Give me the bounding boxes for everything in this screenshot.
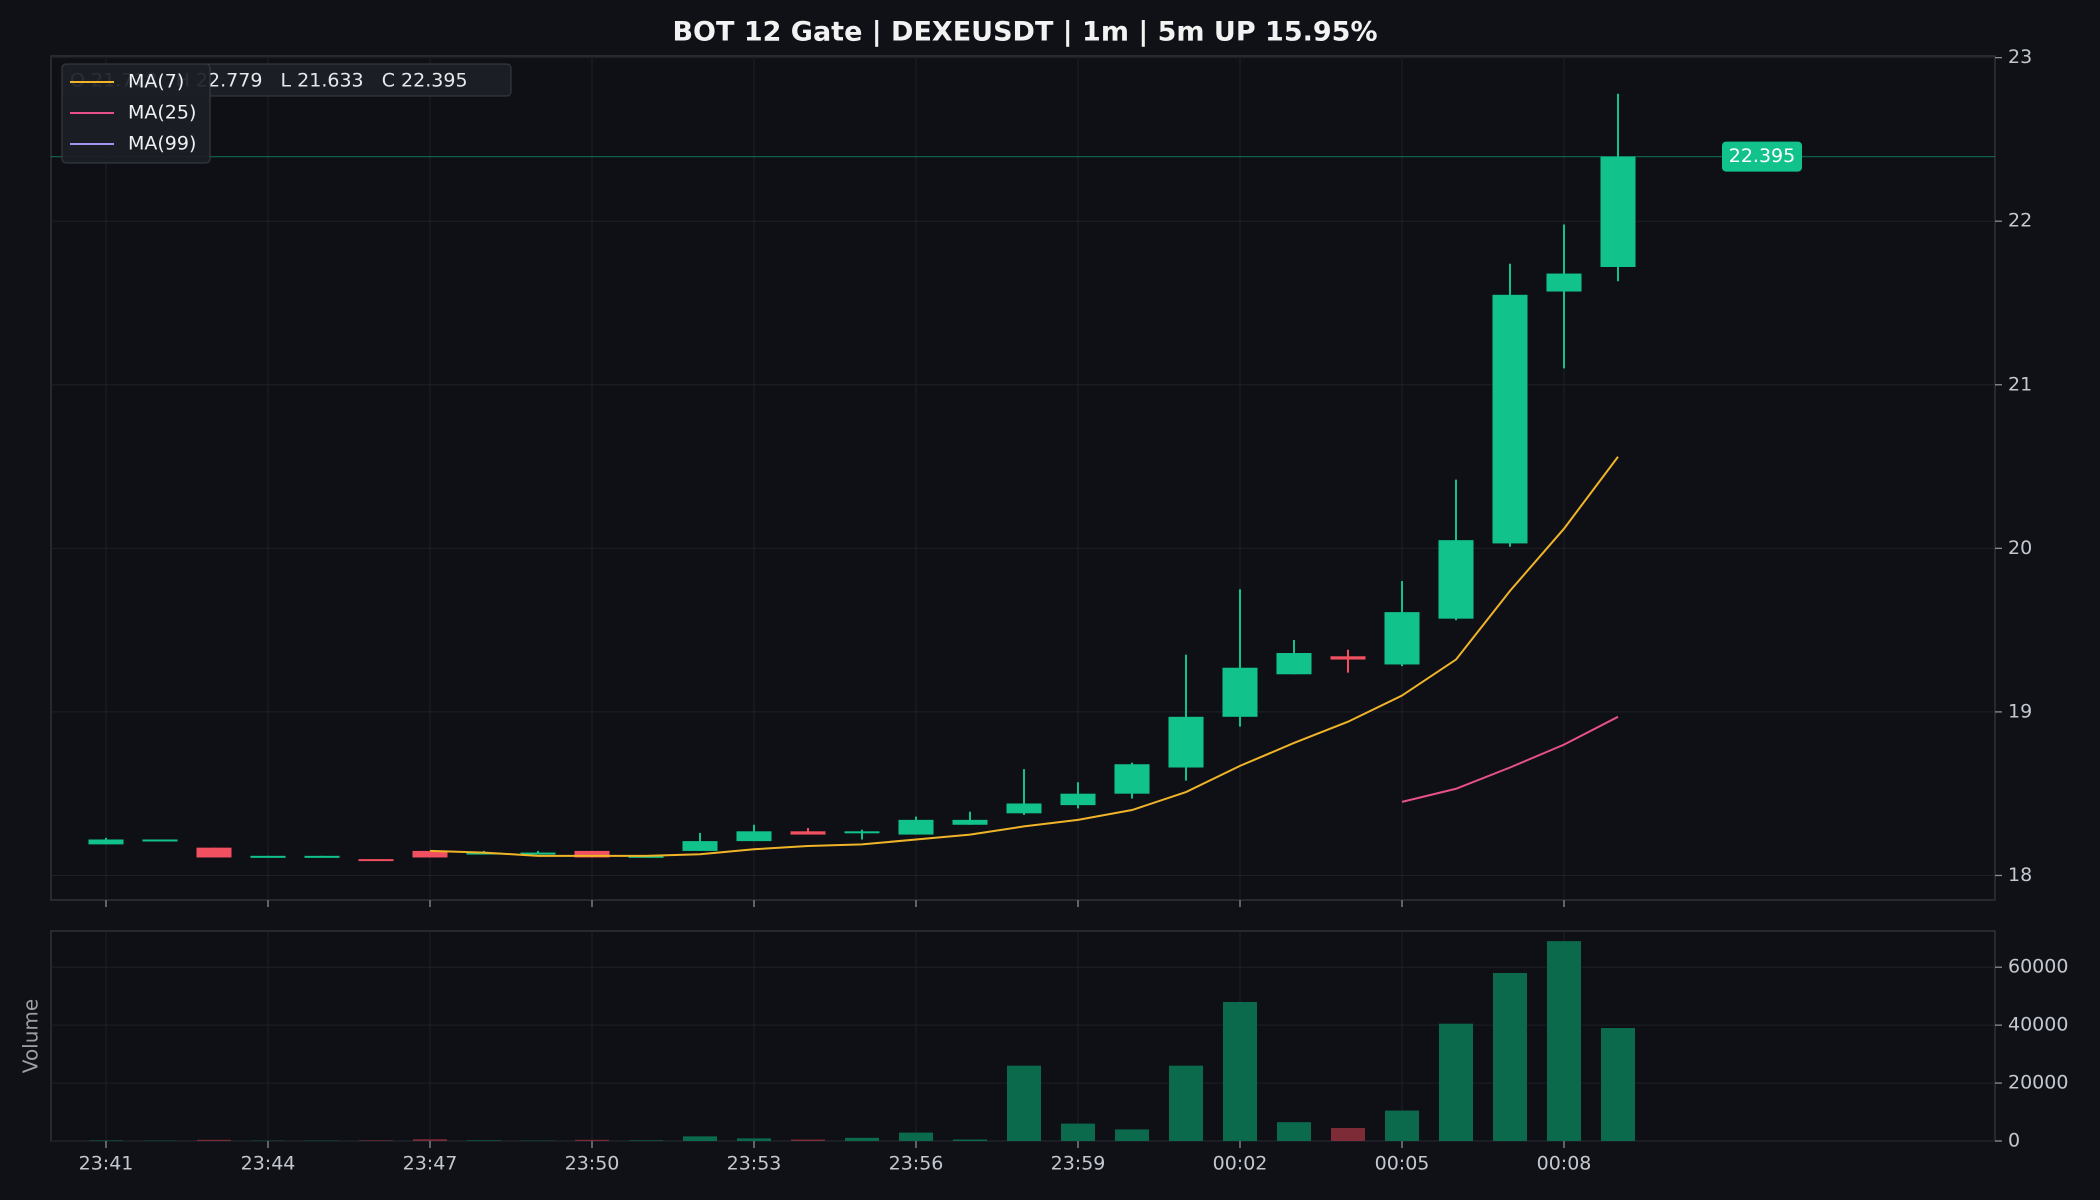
y-tick-label: 22 [2008, 210, 2032, 232]
candle-body [1114, 764, 1150, 794]
volume-tick-label: 60000 [2008, 956, 2068, 978]
volume-bar [737, 1138, 771, 1141]
volume-bar [1601, 1028, 1635, 1141]
volume-bar [1547, 941, 1581, 1141]
candle-body [898, 819, 934, 835]
volume-bar [683, 1136, 717, 1141]
candle-body [142, 839, 178, 842]
candle-body [1438, 540, 1474, 619]
x-tick-label: 23:59 [1051, 1153, 1106, 1175]
candle-body [844, 831, 880, 834]
volume-bar [1439, 1023, 1473, 1141]
candle-body [1492, 294, 1528, 544]
candle-body [358, 859, 394, 862]
legend-label: MA(99) [128, 133, 196, 155]
volume-bar [845, 1137, 879, 1141]
x-tick-label: 23:53 [727, 1153, 782, 1175]
candle-body [1600, 156, 1636, 267]
candle-body [1222, 667, 1258, 717]
volume-bar [953, 1139, 987, 1141]
volume-bar [359, 1140, 393, 1141]
volume-bar [1331, 1127, 1365, 1141]
volume-bar [197, 1139, 231, 1141]
volume-bar [1169, 1065, 1203, 1141]
candle-body [1330, 656, 1366, 660]
chart-title: BOT 12 Gate | DEXEUSDT | 1m | 5m UP 15.9… [672, 17, 1377, 48]
y-tick-label: 23 [2008, 46, 2032, 68]
volume-bar [1385, 1110, 1419, 1141]
y-tick-label: 20 [2008, 537, 2032, 559]
candle-body [304, 855, 340, 858]
volume-axis-label: Volume [19, 999, 43, 1073]
legend-box [61, 63, 211, 164]
x-tick-label: 23:41 [79, 1153, 134, 1175]
candle-body [196, 847, 232, 858]
volume-bar [791, 1139, 825, 1141]
volume-tick-label: 0 [2008, 1130, 2020, 1152]
x-tick-label: 00:02 [1213, 1153, 1268, 1175]
candle-body [1006, 803, 1042, 814]
legend-label: MA(7) [128, 71, 184, 93]
candle-body [790, 831, 826, 835]
last-price-label: 22.395 [1729, 145, 1795, 167]
x-tick-label: 23:47 [403, 1153, 458, 1175]
x-tick-label: 23:56 [889, 1153, 944, 1175]
candle-body [1276, 653, 1312, 675]
ma-line [429, 456, 1619, 857]
candle-body [574, 850, 610, 858]
volume-bar [467, 1140, 501, 1141]
candle-body [682, 841, 718, 851]
volume-bar [575, 1139, 609, 1141]
last-price-tag [1722, 141, 1802, 172]
volume-tick-label: 20000 [2008, 1072, 2068, 1094]
candle-body [520, 852, 556, 855]
price-panel [50, 55, 1996, 901]
x-tick-label: 23:50 [565, 1153, 620, 1175]
candle-body [412, 850, 448, 858]
x-tick-label: 00:05 [1375, 1153, 1430, 1175]
y-tick-label: 21 [2008, 373, 2032, 395]
volume-bar [629, 1140, 663, 1141]
candle-body [1168, 716, 1204, 768]
volume-tick-label: 40000 [2008, 1014, 2068, 1036]
candle-body [1384, 612, 1420, 665]
legend-label: MA(25) [128, 102, 196, 124]
volume-bar [899, 1132, 933, 1141]
candle-body [1060, 793, 1096, 806]
volume-bar [1223, 1001, 1257, 1141]
volume-bar [413, 1139, 447, 1141]
volume-bar [1493, 973, 1527, 1141]
x-tick-label: 23:44 [241, 1153, 296, 1175]
volume-bar [1061, 1123, 1095, 1141]
candle-body [88, 839, 124, 845]
volume-bar [1115, 1129, 1149, 1141]
ma-line [1401, 715, 1619, 803]
candle-body [736, 831, 772, 842]
candle-body [952, 819, 988, 825]
volume-bar [1007, 1065, 1041, 1141]
y-tick-label: 19 [2008, 700, 2032, 722]
candle-body [1546, 273, 1582, 292]
candle-body [250, 855, 286, 858]
x-tick-label: 00:08 [1537, 1153, 1592, 1175]
volume-bar [1277, 1122, 1311, 1141]
y-tick-label: 18 [2008, 864, 2032, 886]
